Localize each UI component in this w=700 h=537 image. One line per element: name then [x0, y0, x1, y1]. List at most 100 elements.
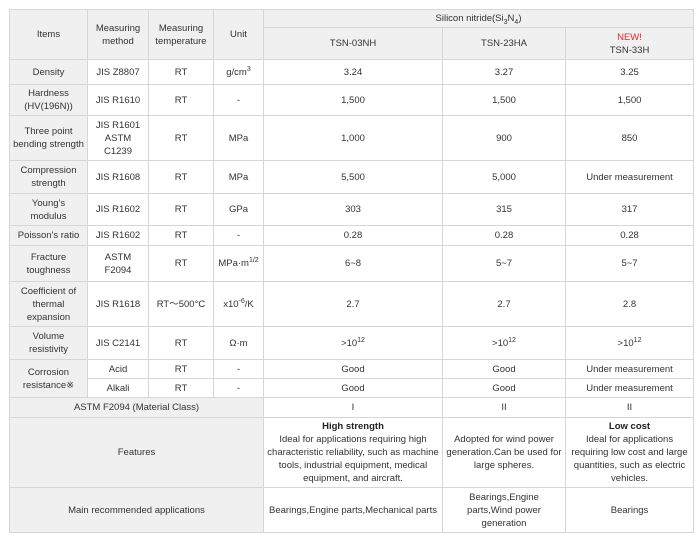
row-item: Three point bending strength	[9, 115, 88, 161]
row-value: 0.28	[263, 225, 443, 246]
row-value: 2.7	[442, 281, 566, 327]
row-value: 5,000	[442, 160, 566, 194]
header-temperature: Measuring temperature	[148, 9, 214, 60]
row-value: >1012	[564, 326, 695, 360]
material-text: )	[518, 13, 522, 24]
value-text: 303	[345, 204, 361, 215]
row-unit: x10-6/K	[213, 281, 264, 327]
row-item: Corrosion resistance※	[9, 359, 88, 398]
row-value: Under measurement	[564, 378, 695, 398]
row-item: Compression strength	[9, 160, 88, 194]
unit-sup: 3	[246, 65, 251, 73]
header-material: Silicon nitride(Si3N4)	[262, 9, 695, 28]
value-text: 0.28	[343, 230, 363, 241]
row-method: ASTM F2094	[87, 245, 149, 282]
row-value: 2.7	[263, 281, 443, 327]
unit-text: -	[236, 94, 241, 106]
unit-sup: 1/2	[248, 256, 259, 264]
table-row: Density JIS Z8807 RT g/cm3 3.24 3.27 3.25	[9, 59, 695, 85]
row-item: Poisson's ratio	[9, 225, 88, 246]
feature-title: High strength	[322, 421, 384, 432]
value-text: 1,000	[341, 132, 365, 144]
row-value: >1012	[263, 326, 443, 360]
row-method: JIS Z8807	[87, 59, 149, 85]
value-text: 0.28	[494, 230, 514, 241]
row-item: Coefficient of thermal expansion	[9, 281, 88, 327]
row-method: JIS R1601 ASTM C1239	[87, 115, 149, 161]
header-items: Items	[9, 9, 88, 60]
application-value: Bearings	[564, 487, 695, 533]
unit-suffix: /K	[244, 298, 254, 310]
row-value: Good	[442, 359, 566, 379]
row-method: JIS C2141	[87, 326, 149, 360]
row-value: 900	[442, 115, 566, 161]
value-text: >10	[492, 337, 509, 349]
row-temperature: RT	[148, 115, 214, 161]
row-value: 0.28	[564, 225, 695, 246]
row-value: >1012	[442, 326, 566, 360]
row-value: 5,500	[263, 160, 443, 194]
row-item: Volume resistivity	[9, 326, 88, 360]
value-text: 2.7	[497, 298, 511, 310]
applications-label: Main recommended applications	[9, 487, 264, 533]
row-unit: -	[213, 378, 264, 398]
row-item: Fracture toughness	[9, 245, 88, 282]
row-value: 0.28	[442, 225, 566, 246]
feature-value: Adopted for wind power generation.Can be…	[442, 417, 566, 488]
unit-text: x10	[223, 298, 239, 310]
table-row: Corrosion resistance※ Acid RT - Good Good Unde…	[9, 359, 695, 398]
value-text: 2.8	[622, 298, 637, 310]
product-tsn-33h: NEW! TSN-33H	[564, 27, 695, 60]
astm-value: II	[564, 397, 695, 418]
unit-text: MPa	[228, 171, 249, 183]
table-row: Compression strength JIS R1608 RT MPa 5,500 5…	[9, 160, 695, 194]
astm-row: ASTM F2094 (Material Class) I II II	[9, 397, 695, 418]
row-unit: MPa	[213, 115, 264, 161]
row-value: 1,500	[263, 84, 443, 116]
row-temperature: RT	[148, 245, 214, 282]
row-temperature: RT	[148, 378, 214, 398]
product-tsn-23ha: TSN-23HA	[442, 27, 566, 60]
header-method: Measuring method	[87, 9, 149, 60]
astm-label: ASTM F2094 (Material Class)	[9, 397, 264, 418]
row-value: 1,500	[564, 84, 695, 116]
row-value: 3.24	[263, 59, 443, 85]
row-value: 850	[564, 115, 695, 161]
value-text: 5,500	[341, 171, 365, 183]
row-value: 1,500	[442, 84, 566, 116]
table-row: Coefficient of thermal expansion JIS R161…	[9, 281, 695, 327]
new-badge: NEW!	[617, 31, 642, 43]
unit-text: MPa·m	[218, 258, 249, 269]
value-sup: 12	[633, 336, 642, 344]
table-row: Hardness (HV(196N)) JIS R1610 RT - 1,500 1,50…	[9, 84, 695, 116]
unit-text: Ω·m	[229, 337, 248, 349]
row-unit: MPa·m1/2	[213, 245, 264, 282]
features-label: Features	[9, 417, 264, 488]
material-text: N	[507, 13, 515, 24]
row-value: 6~8	[263, 245, 443, 282]
row-temperature: RT	[148, 59, 214, 85]
value-text: 1,500	[492, 94, 516, 106]
value-text: 6~8	[344, 258, 362, 269]
row-value: Under measurement	[564, 359, 695, 379]
material-text: Silicon nitride(Si	[435, 13, 504, 24]
row-unit: Ω·m	[213, 326, 264, 360]
row-value: 3.25	[564, 59, 695, 85]
value-text: 5,000	[492, 171, 516, 183]
product-name: TSN-33H	[609, 44, 650, 56]
value-text: Under measurement	[586, 171, 673, 183]
features-row: Features High strength Ideal for applicati…	[9, 417, 695, 488]
unit-text: g/cm	[226, 66, 247, 78]
row-method: Acid	[87, 359, 149, 379]
row-value: 303	[263, 193, 443, 226]
row-value: Under measurement	[564, 160, 695, 194]
row-temperature: RT	[148, 160, 214, 194]
value-text: 317	[621, 204, 638, 215]
table-row: Young's modulus JIS R1602 RT GPa 303 315 317	[9, 193, 695, 226]
value-sup: 12	[508, 336, 516, 344]
value-text: 3.24	[343, 66, 363, 78]
row-item: Young's modulus	[9, 193, 88, 226]
row-unit: g/cm3	[213, 59, 264, 85]
row-temperature: RT	[148, 225, 214, 246]
value-text: 900	[496, 132, 512, 144]
